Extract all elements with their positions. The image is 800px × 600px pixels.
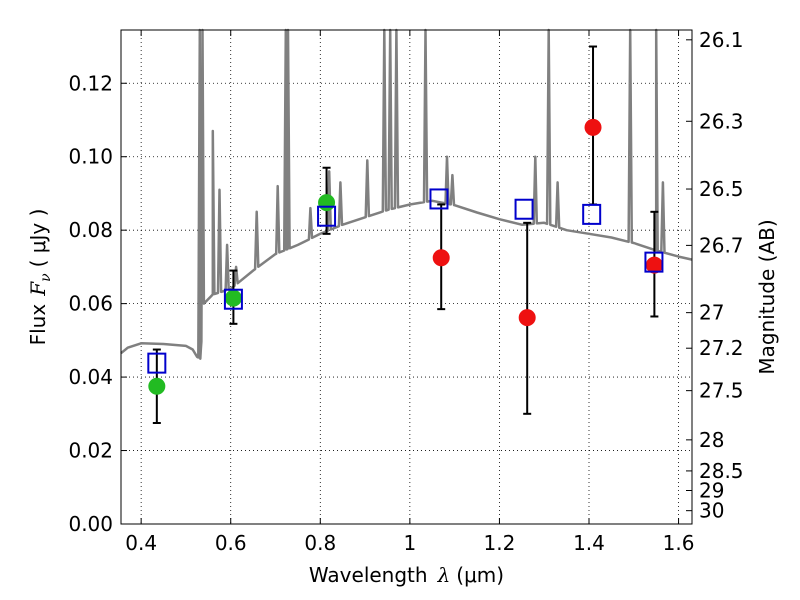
data-markers — [147, 118, 664, 395]
mag-tick-label: 26.5 — [699, 177, 744, 201]
model-square-marker — [429, 188, 449, 210]
red-circle-marker — [584, 118, 602, 136]
green-circle-marker — [148, 377, 166, 395]
y-tick-label: 0.00 — [68, 512, 113, 536]
mag-tick-label: 27.5 — [699, 379, 744, 403]
x-tick-label: 1.6 — [663, 531, 695, 555]
mag-tick-label: 26.1 — [699, 28, 744, 52]
plot-frame — [120, 29, 693, 525]
x-tick-label: 1.2 — [484, 531, 516, 555]
model-square-marker — [147, 352, 167, 374]
mag-tick-label: 28 — [699, 428, 724, 452]
green-circle-marker — [224, 289, 242, 307]
red-circle-marker — [432, 249, 450, 267]
y-tick-label: 0.06 — [68, 292, 113, 316]
model-square-marker — [317, 205, 337, 227]
y2-axis-label: Magnitude (AB) — [755, 219, 779, 374]
green-circle-marker — [318, 194, 336, 212]
x-tick-label: 0.8 — [304, 531, 336, 555]
x-tick-label: 0.4 — [125, 531, 157, 555]
mag-tick-label: 26.7 — [699, 233, 744, 257]
y-axis-label: FluxFν( μJy ) — [26, 209, 54, 346]
model-square-marker — [514, 198, 534, 220]
mag-tick-label: 27.2 — [699, 336, 744, 360]
y-tick-label: 0.08 — [68, 218, 113, 242]
model-spectrum-line — [120, 28, 693, 360]
x-axis-label: Wavelength λ (μm) — [309, 563, 504, 587]
mag-tick-label: 27 — [699, 301, 724, 325]
mag-tick-label: 29 — [699, 479, 724, 503]
ticks: 0.4 0.6 0.8 1 1.2 1.4 1.6 0.00 0.02 0.04 0.06 0.08 0… — [68, 28, 743, 555]
mag-tick-label: 30 — [699, 499, 724, 523]
red-circle-marker — [518, 309, 536, 327]
y-tick-label: 0.02 — [68, 439, 113, 463]
model-spectrum — [120, 28, 693, 360]
model-square-marker — [582, 203, 602, 225]
error-bars — [152, 45, 659, 424]
mag-tick-label: 26.3 — [699, 109, 744, 133]
grid — [121, 30, 692, 524]
y-tick-label: 0.12 — [68, 71, 113, 95]
mag-tick-label: 28.5 — [699, 459, 744, 483]
x-tick-label: 1 — [403, 531, 416, 555]
x-tick-label: 1.4 — [573, 531, 605, 555]
x-tick-label: 0.6 — [215, 531, 247, 555]
model-square-marker — [223, 288, 243, 310]
y-tick-label: 0.04 — [68, 365, 113, 389]
model-square-marker — [644, 251, 664, 273]
y-tick-label: 0.10 — [68, 145, 113, 169]
